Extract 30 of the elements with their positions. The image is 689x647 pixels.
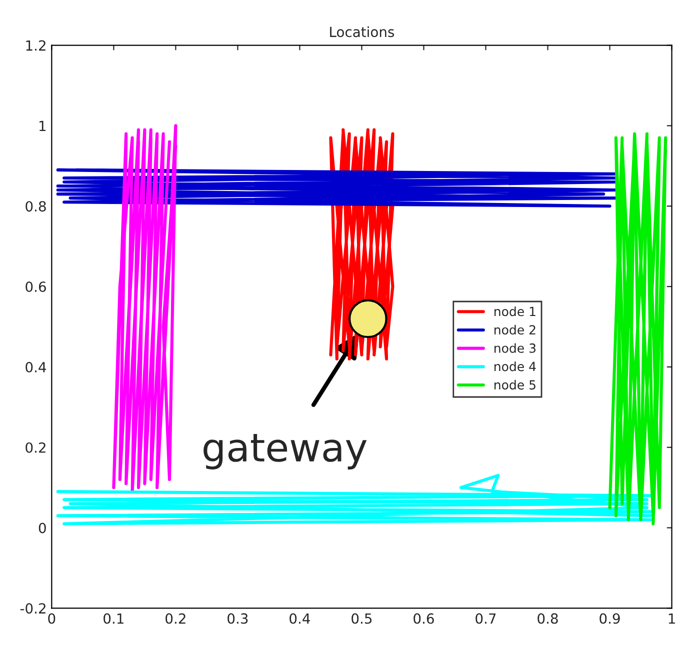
line-series	[112, 124, 178, 494]
x-tick-label: 0.7	[476, 613, 496, 624]
y-tick-label: 0.4	[26, 362, 46, 372]
line-series	[608, 132, 668, 526]
legend-label: node 3	[494, 343, 536, 353]
x-tick-label: 0.6	[414, 613, 434, 624]
y-tick-label: 0.6	[26, 281, 46, 292]
x-tick-label: 0.1	[104, 613, 124, 624]
line-series	[56, 474, 655, 526]
legend-label: node 5	[494, 380, 536, 390]
y-tick-label: 0.8	[26, 201, 46, 212]
line-series	[56, 168, 618, 208]
legend-label: node 1	[494, 306, 536, 316]
x-tick-label: 0.5	[352, 613, 372, 624]
y-tick-label: -0.2	[20, 603, 46, 614]
annotation: gateway	[204, 434, 367, 470]
legend-label: node 2	[494, 324, 536, 335]
x-tick-label: 0.4	[290, 613, 310, 624]
y-tick-label: 1.2	[26, 40, 46, 51]
x-tick-label: 1	[668, 613, 675, 624]
x-tick-label: 0	[48, 613, 56, 624]
legend-label: node 4	[494, 362, 536, 372]
x-tick-label: 0.3	[228, 613, 248, 624]
chart-title: Locations	[330, 26, 394, 38]
x-tick-label: 0.2	[166, 613, 186, 624]
x-tick-label: 0.8	[538, 613, 558, 624]
x-tick-label: 0.9	[600, 613, 620, 624]
y-tick-label: 1	[40, 120, 46, 131]
y-tick-label: 0.2	[26, 442, 46, 453]
y-tick-label: 0	[38, 522, 46, 534]
